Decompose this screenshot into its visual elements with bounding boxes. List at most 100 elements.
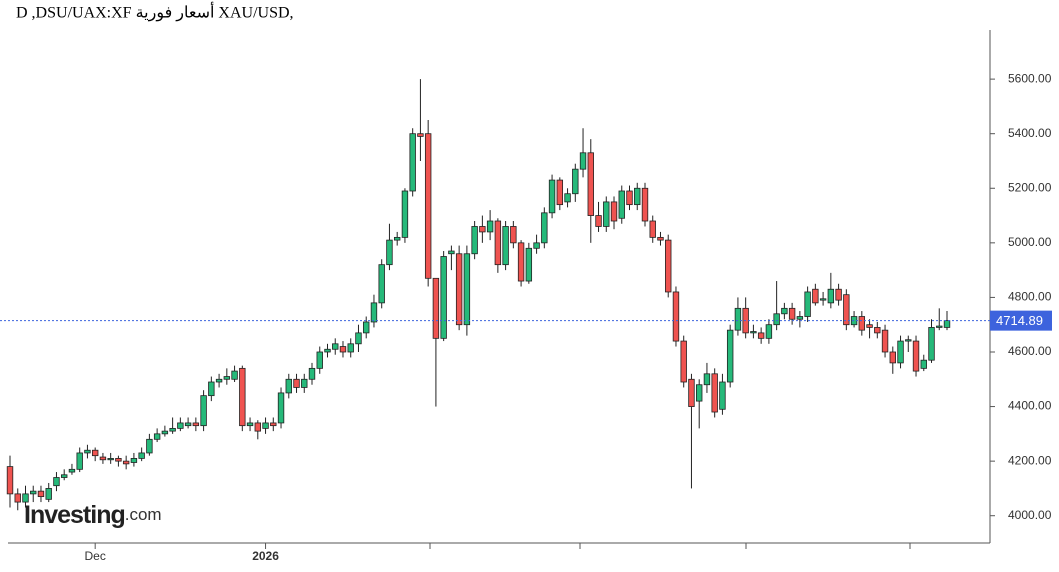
candle-body <box>719 381 726 410</box>
candle-body <box>215 378 223 383</box>
candle-body <box>765 324 773 339</box>
candle-body <box>208 381 215 397</box>
candle-body <box>37 490 45 498</box>
candle-body <box>161 430 169 435</box>
candle-body <box>53 477 60 487</box>
candle-body <box>649 220 656 238</box>
candle-body <box>672 291 680 342</box>
candle-body <box>285 378 292 394</box>
x-tick-label: 2026 <box>252 549 279 563</box>
candle-body <box>572 168 579 195</box>
candle-body <box>665 239 672 293</box>
candle-body <box>781 307 788 315</box>
candle-body <box>192 422 200 427</box>
candle-body <box>22 493 29 503</box>
candle-body <box>146 438 153 454</box>
candle-body <box>471 226 478 255</box>
candle-body <box>30 490 37 495</box>
candle-body <box>246 422 254 427</box>
candle-body <box>750 331 757 334</box>
candle-body <box>626 190 633 206</box>
candle-body <box>603 201 610 227</box>
candle-body <box>510 226 517 244</box>
candle-body <box>409 133 416 192</box>
candle-body <box>874 327 881 334</box>
candle-body <box>889 351 896 364</box>
candle-body <box>363 321 370 334</box>
candle-body <box>393 236 401 241</box>
candle-body <box>835 288 842 301</box>
candle-body <box>796 316 804 320</box>
candle-body <box>525 247 533 282</box>
candle-body <box>641 187 649 222</box>
candle-body <box>386 239 393 266</box>
candle-body <box>347 343 354 353</box>
logo-brand: Investing <box>24 501 125 529</box>
candle-body <box>61 474 68 478</box>
candle-body <box>99 456 107 461</box>
candle-body <box>355 332 362 345</box>
y-tick-label: 5600.00 <box>1008 71 1052 85</box>
candle-body <box>91 449 99 457</box>
candle-body <box>316 351 323 369</box>
candle-body <box>401 190 409 238</box>
candle-body <box>122 460 130 465</box>
candle-body <box>417 133 424 137</box>
candle-body <box>502 226 509 266</box>
candle-body <box>541 212 548 244</box>
candle-body <box>494 220 502 266</box>
candle-body <box>308 367 316 380</box>
last-price-label: 4714.89 <box>996 313 1043 328</box>
candle-body <box>432 277 440 339</box>
y-tick-label: 4800.00 <box>1008 290 1052 304</box>
candle-body <box>866 324 873 328</box>
candle-body <box>812 288 819 304</box>
y-tick-label: 5400.00 <box>1008 126 1052 140</box>
candle-body <box>200 395 207 427</box>
candle-body <box>169 427 176 432</box>
candle-body <box>680 340 687 383</box>
candle-body <box>819 298 827 301</box>
candle-body <box>920 359 927 369</box>
y-tick-label: 4000.00 <box>1008 508 1052 522</box>
candle-body <box>14 493 21 503</box>
candle-body <box>239 367 246 427</box>
last-price-box <box>990 310 1052 331</box>
candle-body <box>184 422 192 427</box>
candle-body <box>703 373 711 386</box>
x-tick-label: Dec <box>85 549 106 563</box>
logo: Investing.com <box>24 501 162 529</box>
candle-body <box>6 466 14 495</box>
candle-body <box>440 256 447 339</box>
candle-body <box>610 201 618 222</box>
candle-body <box>587 152 594 216</box>
candle-body <box>231 370 238 380</box>
candle-body <box>827 288 835 304</box>
candle-body <box>448 250 455 255</box>
candle-body <box>556 179 564 206</box>
candle-body <box>332 343 339 350</box>
candle-body <box>657 236 664 241</box>
candle-body <box>773 313 780 326</box>
candle-body <box>695 384 703 402</box>
candle-body <box>324 348 331 353</box>
candle-body <box>928 327 935 361</box>
candle-body <box>688 378 695 407</box>
candle-body <box>579 152 587 170</box>
candle-body <box>68 468 76 473</box>
candle-body <box>897 340 904 364</box>
candle-body <box>548 179 556 214</box>
candle-body <box>223 376 231 380</box>
y-tick-label: 4400.00 <box>1008 399 1052 413</box>
candle-body <box>595 215 602 227</box>
candle-body <box>788 307 796 320</box>
candle-body <box>107 458 114 461</box>
candle-body <box>943 320 951 328</box>
candle-body <box>912 340 920 372</box>
candle-body <box>804 291 811 317</box>
candle-body <box>486 220 494 233</box>
y-tick-label: 5200.00 <box>1008 180 1052 194</box>
candle-body <box>455 253 463 326</box>
candle-body <box>177 422 184 429</box>
